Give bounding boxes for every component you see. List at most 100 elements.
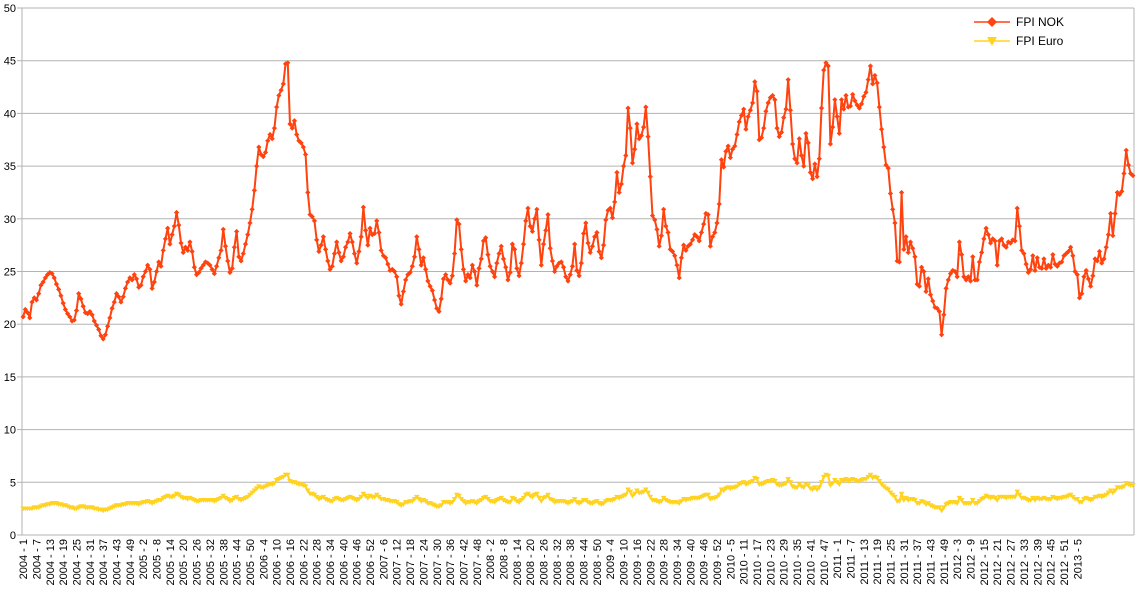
data-point (654, 226, 660, 232)
data-point (256, 144, 262, 150)
data-point (592, 234, 598, 240)
x-tick-label: 2010 - 47 (819, 539, 831, 585)
data-point (930, 298, 936, 304)
y-tick-label: 15 (4, 372, 16, 384)
data-point (1050, 252, 1056, 258)
data-point (96, 326, 102, 333)
data-point (634, 121, 640, 127)
data-point (476, 265, 482, 271)
data-point (796, 136, 802, 142)
data-point (247, 220, 253, 226)
data-point (983, 225, 989, 231)
data-point (1101, 256, 1107, 262)
data-point (583, 220, 589, 226)
data-point (62, 306, 68, 313)
y-tick-label: 25 (4, 267, 16, 279)
x-tick-label: 2010 - 35 (792, 539, 804, 585)
data-point (320, 234, 326, 240)
x-tick-label: 2007 - 30 (432, 539, 444, 585)
data-point (876, 104, 882, 110)
x-tick-label: 2012 - 3 (952, 539, 964, 579)
data-point (1043, 265, 1049, 271)
data-point (498, 243, 504, 249)
x-tick-label: 2009 - 40 (685, 539, 697, 585)
data-point (961, 274, 967, 280)
data-point (890, 206, 896, 212)
data-point (1014, 205, 1020, 211)
data-point (827, 141, 834, 147)
data-point (211, 271, 217, 277)
data-point (1105, 232, 1112, 238)
x-tick-label: 2005 - 20 (178, 539, 190, 585)
data-point (120, 294, 126, 300)
data-point (200, 262, 206, 268)
data-point (1010, 237, 1016, 243)
data-point (329, 263, 335, 269)
data-point (56, 286, 62, 293)
data-point (31, 295, 37, 301)
data-point (574, 267, 580, 274)
data-point (1019, 247, 1025, 254)
data-point (798, 152, 805, 159)
data-point (979, 249, 985, 256)
x-tick-label: 2008 - 38 (565, 539, 577, 585)
data-point (60, 300, 66, 306)
data-point (271, 481, 278, 486)
data-point (914, 281, 920, 287)
data-point (970, 254, 976, 260)
data-point (754, 88, 760, 94)
data-point (169, 232, 175, 238)
data-point (921, 268, 927, 275)
data-point (383, 255, 389, 261)
data-point (242, 241, 249, 247)
data-point (641, 124, 647, 130)
x-tick-label: 2009 - 22 (645, 539, 657, 585)
data-point (102, 332, 108, 338)
data-point (774, 125, 780, 131)
data-point (925, 276, 931, 282)
data-point (701, 221, 707, 227)
data-point (1025, 269, 1031, 276)
data-point (520, 241, 527, 247)
data-point (818, 480, 825, 485)
data-point (589, 243, 596, 249)
data-point (841, 106, 847, 112)
data-point (500, 256, 507, 262)
data-point (336, 249, 342, 256)
data-point (294, 131, 300, 138)
data-point (538, 499, 545, 504)
data-point (741, 106, 747, 112)
data-point (271, 125, 278, 131)
x-tick-label: 2009 - 52 (712, 539, 724, 585)
data-point (443, 272, 449, 278)
data-point (358, 494, 364, 500)
legend-item-fpi-euro: FPI Euro (974, 34, 1064, 48)
data-point (280, 81, 286, 87)
data-point (1130, 172, 1136, 179)
data-point (284, 472, 291, 478)
data-point (1090, 273, 1096, 279)
x-tick-label: 2004 - 31 (85, 539, 97, 585)
data-point (956, 239, 963, 245)
data-point (454, 217, 460, 223)
data-point (509, 241, 515, 247)
legend-label-fpi-euro: FPI Euro (1016, 34, 1064, 48)
data-point (82, 310, 88, 316)
x-tick-label: 2012 - 33 (1019, 539, 1031, 585)
data-point (145, 262, 151, 268)
data-point (830, 124, 836, 130)
data-point (363, 227, 369, 233)
data-point (876, 479, 883, 484)
data-point (603, 217, 609, 223)
x-tick-label: 2009 - 34 (672, 539, 684, 585)
data-point (987, 240, 994, 246)
data-point (825, 63, 831, 69)
data-point (394, 274, 400, 280)
data-point (327, 266, 333, 272)
data-point (554, 263, 560, 269)
data-point (669, 248, 676, 255)
data-point (758, 135, 765, 141)
legend-marker-triangle-down-icon (987, 37, 997, 46)
data-point (645, 490, 651, 496)
x-tick-label: 2012 - 51 (1059, 539, 1071, 585)
